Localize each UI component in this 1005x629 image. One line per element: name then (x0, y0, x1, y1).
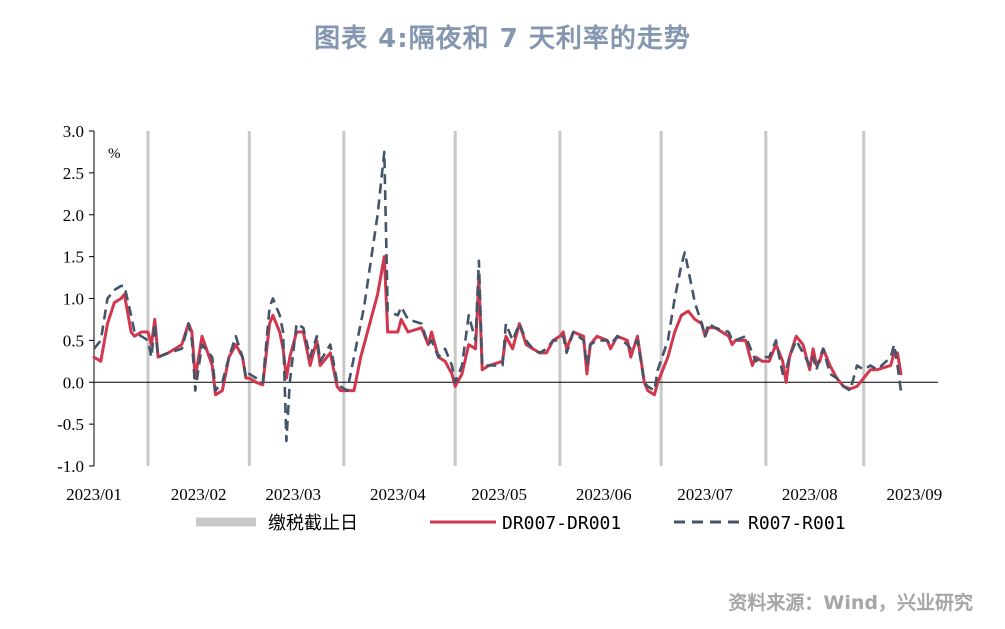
x-tick-label: 2023/05 (471, 485, 527, 504)
x-tick-label: 2023/09 (887, 485, 943, 504)
y-tick-label: 0.0 (63, 373, 84, 392)
y-tick-label: -0.5 (57, 415, 84, 434)
y-tick-label: 2.0 (63, 206, 84, 225)
y-tick-label: 1.5 (63, 248, 84, 267)
y-tick-label: -1.0 (57, 457, 84, 476)
x-tick-label: 2023/01 (66, 485, 122, 504)
source-note: 资料来源：Wind，兴业研究 (728, 592, 973, 614)
legend-label: DR007-DR001 (502, 513, 621, 534)
legend: 缴税截止日 DR007-DR001 R007-R001 (196, 513, 846, 534)
unit-label: % (108, 146, 121, 162)
y-tick-label: 3.0 (63, 122, 84, 141)
x-tick-label: 2023/07 (677, 485, 733, 504)
tax-deadline-bars (146, 131, 866, 466)
x-tick-label: 2023/06 (576, 485, 632, 504)
x-tick-label: 2023/04 (370, 485, 426, 504)
chart-title: 图表 4:隔夜和 7 天利率的走势 (314, 24, 691, 54)
axes: -1.0 -0.5 0.0 0.5 1.0 1.5 2.0 2.5 3.0 2023/01 2023… (57, 122, 942, 504)
legend-label: R007-R001 (748, 513, 846, 534)
series-line-r007-r001 (92, 150, 903, 443)
y-tick-label: 2.5 (63, 164, 84, 183)
x-tick-label: 2023/08 (782, 485, 838, 504)
x-tick-label: 2023/03 (265, 485, 321, 504)
x-tick-label: 2023/02 (171, 485, 227, 504)
y-tick-label: 0.5 (63, 331, 84, 350)
y-tick-label: 1.0 (63, 290, 84, 309)
legend-label: 缴税截止日 (268, 513, 358, 534)
series-lines (92, 150, 903, 443)
